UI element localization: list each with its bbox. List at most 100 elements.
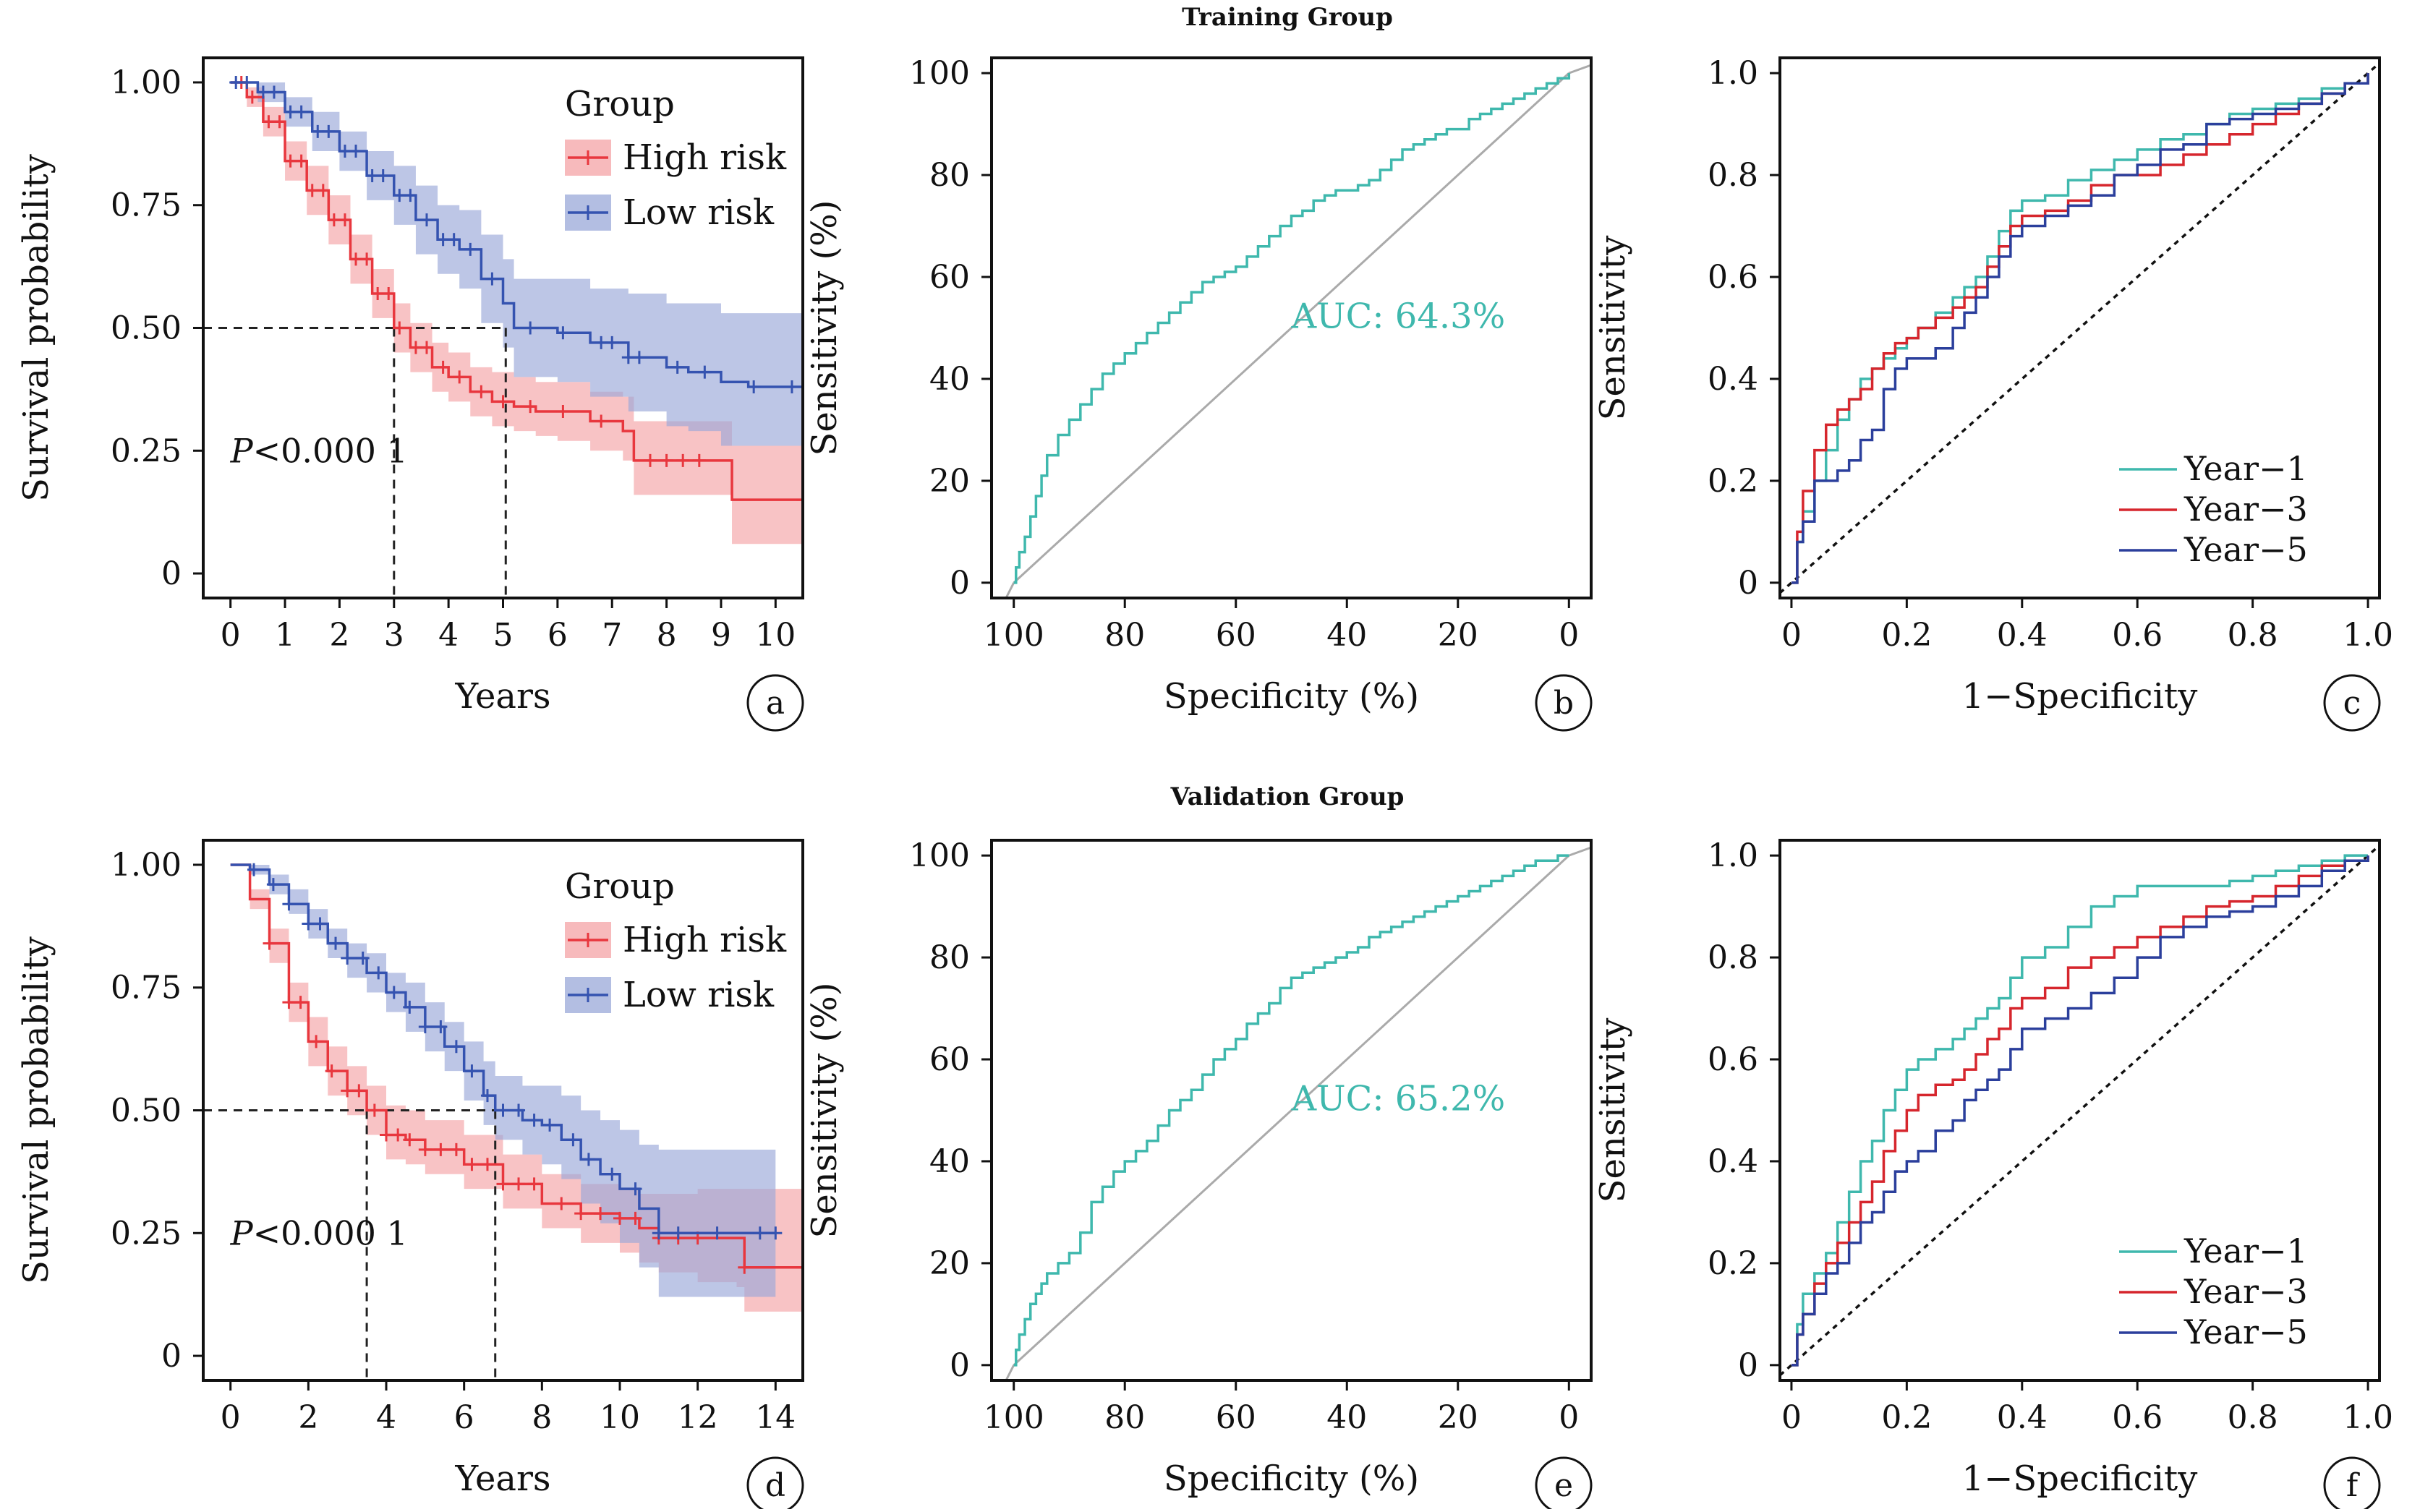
panel-d-censor-mark	[753, 1226, 767, 1240]
panel-a-censor-mark	[595, 414, 608, 428]
panel-d-label-circle	[746, 1456, 804, 1512]
panel-d-censor-mark	[652, 1226, 665, 1240]
panel-d-censor-mark	[380, 1128, 393, 1142]
panel-d-pvalue-p: P	[230, 1213, 254, 1252]
panel-a-ytick-label: 0.25	[111, 432, 182, 469]
panel-a-censor-mark	[670, 360, 684, 374]
panel-a-ci-band-0	[230, 82, 803, 544]
panel-d-censor-mark	[418, 1020, 432, 1034]
panel-d-xtick-label: 8	[532, 1399, 552, 1436]
panel-c-xtick-label: 0.6	[2112, 617, 2163, 654]
panel-d-censor-mark	[341, 951, 354, 965]
panel-a-censor-mark	[524, 321, 537, 335]
panel-a-censor-mark	[447, 233, 461, 247]
panel-c-xlabel: 1−Specificity	[1962, 676, 2198, 717]
panel-a-censor-mark	[524, 400, 537, 414]
panel-d-censor-mark	[496, 1103, 510, 1117]
panel-a-pvalue-text: <0.000 1	[253, 431, 408, 470]
panel-a-censor-mark	[419, 341, 433, 354]
panel-a-censor-mark	[621, 351, 635, 364]
panel-d-censor-mark	[738, 1260, 751, 1274]
panel-a-legend-label-0: High risk	[623, 137, 787, 178]
panel-f-legend-label-0: Year−1	[2183, 1231, 2308, 1270]
panel-d-censor-mark	[387, 986, 401, 999]
panel-f-label-circle	[2323, 1456, 2381, 1512]
panel-a-censor-mark	[436, 233, 450, 247]
panel-d-legend-label-1: Low risk	[623, 975, 775, 1015]
panel-d-legend-title: Group	[565, 866, 675, 907]
panel-d-censor-mark	[403, 1133, 417, 1147]
panel-a-censor-mark	[338, 213, 352, 227]
panel-d-censor-mark	[796, 1260, 803, 1274]
panel-c-xtick-label: 1.0	[2343, 617, 2393, 654]
panel-d-ylabel: Survival probability	[16, 936, 56, 1284]
panel-a-ylabel: Survival probability	[16, 154, 56, 502]
panel-f-roc-curve-1	[1791, 855, 2369, 1367]
panel-a-censor-mark	[349, 252, 363, 266]
panel-d-censor-mark	[512, 1103, 526, 1117]
panel-a-ytick-label: 1.00	[111, 64, 182, 101]
panel-a-legend-mark-0	[581, 150, 595, 165]
panel-a-label: a	[766, 685, 785, 722]
panel-d-legend-mark-1	[581, 988, 595, 1002]
panel-c-frame	[1778, 56, 2381, 599]
panel-a-pvalue: P<0.000 1	[230, 431, 408, 470]
panel-a-censor-mark	[474, 385, 488, 398]
panel-c-roc-curve-1	[1791, 73, 2369, 584]
panel-b-ytick-label: 80	[929, 157, 970, 194]
panel-c-ytick-label: 0	[1738, 565, 1758, 602]
panel-d-censor-mark	[367, 1103, 381, 1117]
panel-a-xtick-label: 10	[755, 617, 796, 654]
panel-c-roc-curve-2	[1791, 73, 2369, 584]
panel-f-ytick-label: 1.0	[1708, 837, 1758, 874]
panel-a-censor-mark	[632, 351, 646, 364]
panel-b-ytick-label: 20	[929, 463, 970, 500]
panel-a-censor-mark	[556, 326, 570, 340]
panel-e-ytick-label: 100	[909, 837, 970, 874]
panel-e-xtick-label: 0	[1559, 1399, 1579, 1436]
panel-c-legend-label-2: Year−5	[2183, 530, 2308, 569]
panel-d-censor-mark	[434, 1142, 448, 1156]
panel-b-xtick-label: 20	[1438, 617, 1478, 654]
panel-e-diagonal-ext-lo	[1005, 1364, 1015, 1381]
panel-a-xtick-label: 5	[493, 617, 514, 654]
panel-c-ytick-label: 1.0	[1708, 55, 1758, 92]
panel-d-censor-mark	[594, 1207, 608, 1221]
panel-b-ytick-label: 60	[929, 259, 970, 296]
panel-d-censor-mark	[325, 1064, 338, 1078]
panel-a-censor-mark	[419, 213, 433, 227]
validation-group-title: Validation Group	[1170, 782, 1405, 811]
panel-d: P<0.000 1 Group High risk Low risk 0 2 4 6 8 10 12…	[16, 839, 804, 1512]
panel-d-censor-mark	[710, 1226, 724, 1240]
panel-c-legend-label-1: Year−3	[2183, 490, 2308, 529]
panel-a-censor-mark	[464, 242, 477, 256]
panel-a-ytick-label: 0	[161, 555, 182, 592]
panel-c-label-circle	[2323, 674, 2381, 732]
panel-b-ytick-label: 0	[950, 565, 970, 602]
panel-e-diagonal-ext-hi	[1568, 846, 1592, 857]
panel-d-xlabel: Years	[454, 1458, 550, 1499]
panel-e-label-circle	[1535, 1456, 1593, 1512]
panel-f-frame	[1778, 839, 2381, 1382]
panel-d-censor-mark	[266, 878, 280, 892]
panel-a-censor-mark	[349, 145, 363, 158]
panel-d-censor-mark	[555, 1197, 568, 1210]
panel-a-censor-mark	[605, 336, 619, 349]
panel-f-legend-label-2: Year−5	[2183, 1312, 2308, 1351]
panel-d-censor-mark	[496, 1177, 510, 1191]
panel-e-label: e	[1554, 1467, 1573, 1504]
panel-a-pvalue-p: P	[230, 431, 254, 470]
panel-d-censor-mark	[769, 1226, 783, 1240]
panel-d-censor-mark	[449, 1040, 463, 1054]
panel-d-censor-mark	[512, 1177, 526, 1191]
panel-a-censor-mark	[660, 453, 673, 467]
panel-e-ytick-label: 0	[950, 1347, 970, 1384]
panel-a-censor-mark	[796, 493, 803, 507]
panel-a-censor-mark	[393, 321, 406, 335]
panel-b-xtick-label: 0	[1559, 617, 1579, 654]
panel-a-censor-mark	[273, 115, 286, 129]
panel-a-xtick-label: 1	[275, 617, 295, 654]
panel-d-censor-mark	[282, 996, 296, 1009]
